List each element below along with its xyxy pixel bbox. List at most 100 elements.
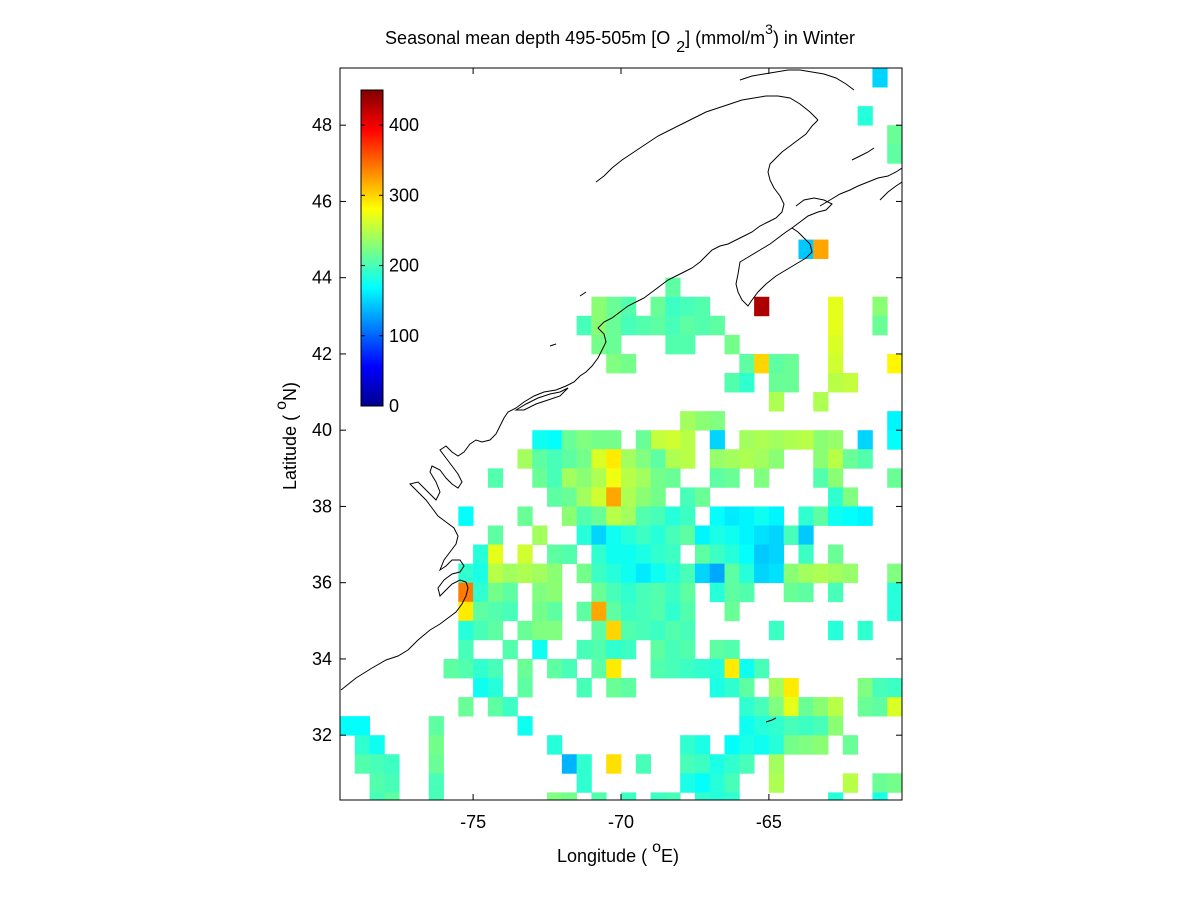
data-cell <box>354 716 370 736</box>
data-cell <box>739 373 755 393</box>
data-cell <box>887 582 902 603</box>
data-cell <box>739 506 755 526</box>
data-cell <box>458 697 474 717</box>
data-cell <box>621 544 637 565</box>
data-cell <box>650 792 666 800</box>
data-cell <box>502 601 518 622</box>
data-cell <box>635 449 651 469</box>
data-cell <box>798 506 814 526</box>
data-cell <box>724 506 740 526</box>
data-cell <box>768 430 785 450</box>
y-tick-label: 32 <box>312 725 332 745</box>
data-cell <box>665 544 681 565</box>
data-cell <box>621 468 637 488</box>
data-cell <box>768 716 785 736</box>
data-cell <box>842 773 859 793</box>
data-cell <box>561 430 578 450</box>
data-cell <box>887 125 902 145</box>
data-cell <box>561 468 578 488</box>
data-cell <box>635 506 651 526</box>
data-cell <box>606 430 622 450</box>
colorbar-tick-label: 0 <box>389 396 399 416</box>
data-cells <box>340 68 902 800</box>
data-cell <box>547 449 563 469</box>
data-cell <box>783 735 799 755</box>
data-cell <box>768 506 785 526</box>
data-cell <box>606 582 622 603</box>
data-cell <box>621 563 637 584</box>
data-cell <box>680 563 696 584</box>
data-cell <box>783 678 799 698</box>
data-cell <box>547 620 563 641</box>
data-cell <box>828 315 844 336</box>
data-cell <box>532 620 548 641</box>
data-cell <box>635 620 651 641</box>
data-cell <box>680 601 696 622</box>
data-cell <box>665 639 681 660</box>
data-cell <box>532 449 548 469</box>
data-cell <box>650 563 666 584</box>
data-cell <box>724 754 740 774</box>
data-cell <box>621 639 637 660</box>
data-cell <box>665 277 681 298</box>
data-cell <box>606 315 622 336</box>
data-cell <box>872 792 888 800</box>
data-cell <box>709 754 725 774</box>
data-cell <box>709 411 725 431</box>
data-cell <box>606 563 622 584</box>
data-cell <box>547 487 563 507</box>
data-cell <box>428 735 444 755</box>
data-cell <box>754 449 770 469</box>
data-cell <box>561 544 578 565</box>
data-cell <box>606 506 622 526</box>
data-cell <box>768 544 785 565</box>
data-cell <box>813 392 829 412</box>
data-cell <box>694 754 711 774</box>
data-cell <box>576 525 592 545</box>
data-cell <box>621 525 637 545</box>
data-cell <box>443 658 459 679</box>
data-cell <box>724 563 740 584</box>
data-cell <box>739 430 755 450</box>
data-cell <box>473 544 489 565</box>
data-cell <box>739 353 755 374</box>
data-cell <box>768 773 785 793</box>
data-cell <box>621 792 637 800</box>
data-cell <box>591 506 607 526</box>
data-cell <box>798 697 814 717</box>
data-cell <box>828 620 844 641</box>
data-cell <box>591 544 607 565</box>
data-cell <box>547 468 563 488</box>
data-cell <box>828 430 844 450</box>
data-cell <box>724 449 740 469</box>
data-cell <box>576 563 592 584</box>
data-cell <box>547 601 563 622</box>
data-cell <box>635 430 651 450</box>
data-cell <box>680 639 696 660</box>
data-cell <box>680 582 696 603</box>
data-cell <box>813 735 829 755</box>
data-cell <box>783 716 799 736</box>
data-cell <box>517 716 533 736</box>
data-cell <box>621 449 637 469</box>
data-cell <box>606 639 622 660</box>
data-cell <box>650 296 666 317</box>
data-cell <box>694 735 711 755</box>
data-cell <box>621 582 637 603</box>
data-cell <box>709 563 725 584</box>
data-cell <box>842 449 859 469</box>
y-tick-label: 38 <box>312 496 332 516</box>
data-cell <box>665 468 681 488</box>
data-cell <box>635 563 651 584</box>
data-cell <box>754 296 770 317</box>
data-cell <box>665 658 681 679</box>
data-cell <box>532 430 548 450</box>
colorbar-tick-label: 300 <box>389 185 419 205</box>
data-cell <box>621 296 637 317</box>
y-axis-label: Latitude ( oN) <box>273 382 300 490</box>
data-cell <box>842 563 859 584</box>
data-cell <box>724 601 740 622</box>
data-cell <box>680 487 696 507</box>
data-cell <box>739 544 755 565</box>
